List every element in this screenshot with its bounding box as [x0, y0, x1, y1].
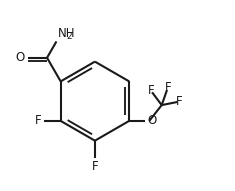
- Text: F: F: [92, 160, 98, 173]
- Text: F: F: [35, 114, 42, 127]
- Text: F: F: [147, 84, 154, 97]
- Text: F: F: [176, 95, 183, 108]
- Text: O: O: [16, 51, 25, 64]
- Text: F: F: [164, 81, 171, 94]
- Text: 2: 2: [67, 32, 72, 41]
- Text: O: O: [147, 114, 157, 127]
- Text: NH: NH: [57, 27, 75, 40]
